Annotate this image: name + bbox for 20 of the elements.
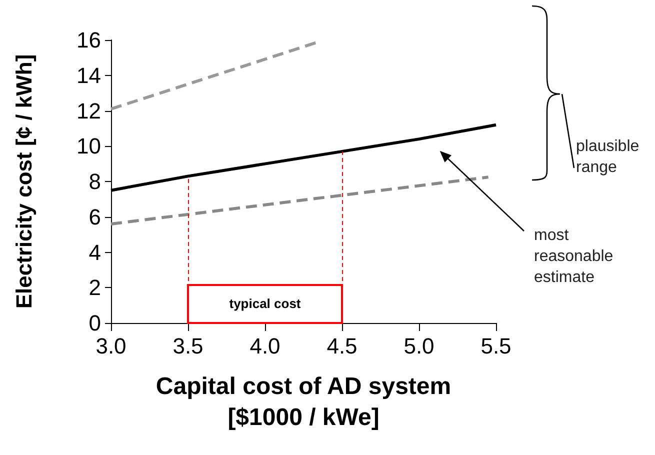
text: most reasonable estimate: [534, 226, 614, 288]
x-tick-label: 4.0: [250, 334, 280, 358]
y-tick-label: 8: [88, 169, 101, 194]
y-tick-label: 16: [76, 28, 101, 52]
x-axis-title: Capital cost of AD system [$1000 / kWe]: [156, 373, 452, 431]
y-tick-label: 14: [76, 62, 101, 88]
y-axis-title: Electricity cost [¢ / kWh]: [12, 54, 36, 309]
x-tick-label: 5.0: [404, 334, 434, 358]
y-tick-label: 6: [88, 204, 101, 230]
y-tick-label: 4: [88, 240, 101, 265]
x-tick-label: 4.5: [326, 334, 358, 358]
y-tick-label: 12: [76, 98, 101, 124]
y-tick-label: 0: [88, 310, 101, 336]
annotation: typical cost: [228, 296, 302, 312]
x-tick-label: 5.5: [480, 334, 512, 358]
y-tick-label: 10: [76, 134, 101, 159]
y-tick-label: 2: [88, 275, 101, 300]
x-tick-label: 3.0: [96, 334, 126, 358]
text: plausible range: [576, 137, 640, 178]
x-tick-label: 3.5: [172, 334, 204, 358]
